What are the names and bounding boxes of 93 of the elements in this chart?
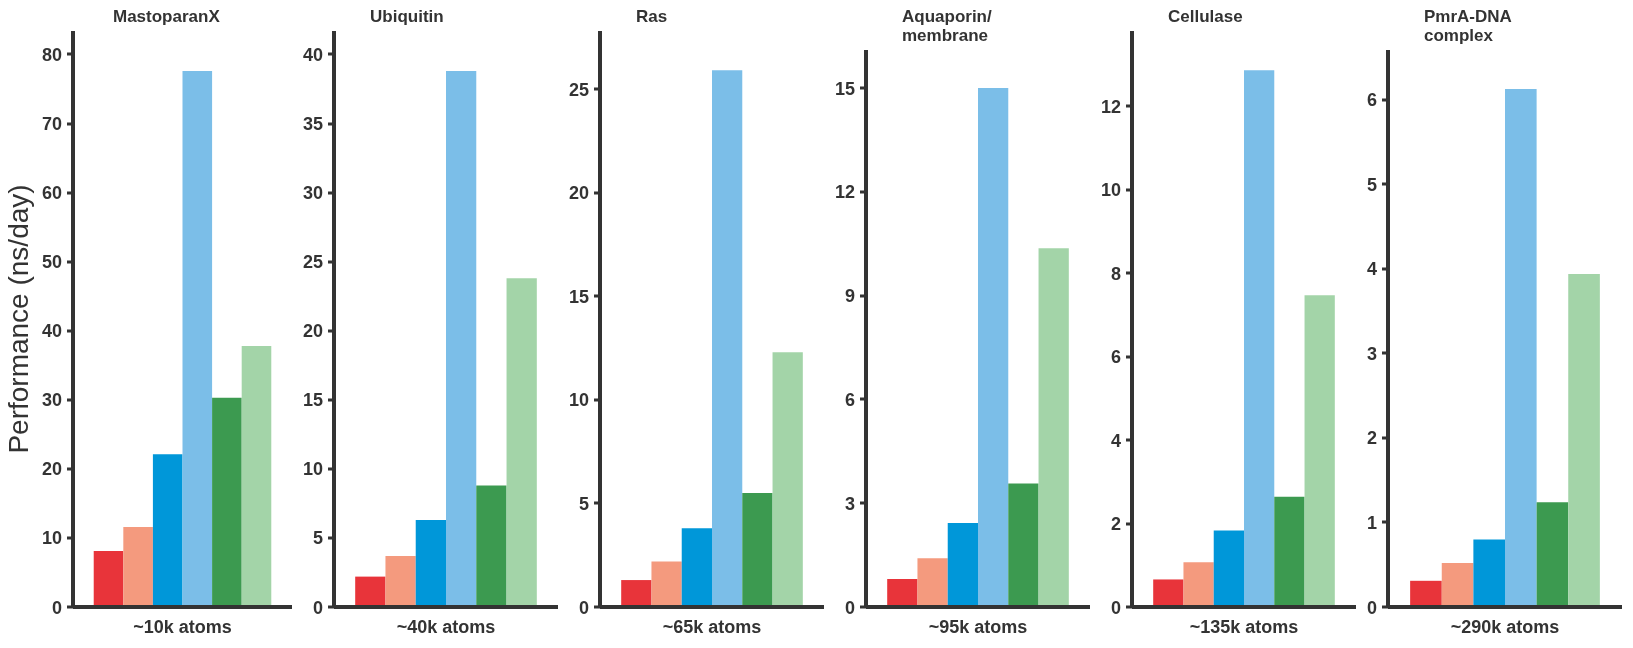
y-tick-label: 12 xyxy=(1100,96,1122,117)
bar xyxy=(772,352,803,607)
chart-title: PmrA-DNA complex xyxy=(1424,7,1512,45)
bar xyxy=(978,88,1009,607)
bar xyxy=(506,278,537,607)
y-tick-label: 15 xyxy=(302,390,324,411)
y-tick-label: 15 xyxy=(834,78,856,99)
y-tick-label: 3 xyxy=(1366,343,1377,364)
bar xyxy=(1038,248,1069,607)
y-tick-label: 5 xyxy=(1366,174,1377,195)
x-axis-title: ~65k atoms xyxy=(662,617,762,637)
bar xyxy=(1244,70,1275,607)
chart-title: Ubiquitin xyxy=(370,7,444,26)
bar xyxy=(742,493,773,607)
y-tick-label: 40 xyxy=(41,321,63,342)
bar xyxy=(651,561,682,607)
bar xyxy=(1473,539,1505,607)
bar xyxy=(947,522,978,607)
chart-title: Ras xyxy=(636,7,668,26)
bar xyxy=(1410,580,1442,607)
x-axis-title: ~10k atoms xyxy=(133,617,232,637)
y-tick-label: 20 xyxy=(302,321,324,342)
y-tick-label: 10 xyxy=(41,528,63,549)
bar xyxy=(446,71,477,607)
bar xyxy=(476,485,507,607)
y-tick-label: 2 xyxy=(1110,514,1121,535)
y-tick-label: 1 xyxy=(1366,512,1377,533)
y-tick-label: 40 xyxy=(302,44,324,65)
y-tick-label: 0 xyxy=(1110,597,1121,618)
bar xyxy=(152,454,183,607)
y-tick-label: 25 xyxy=(568,79,590,100)
bar xyxy=(1153,579,1184,607)
chart-title: Aquaporin/ membrane xyxy=(902,7,992,45)
bar xyxy=(1441,563,1474,607)
y-tick-label: 0 xyxy=(844,597,855,618)
y-tick-label: 9 xyxy=(844,286,855,307)
bar xyxy=(1008,483,1039,607)
y-tick-label: 5 xyxy=(578,493,589,514)
chart-title: MastoparanX xyxy=(113,7,221,26)
bar xyxy=(1304,295,1335,607)
y-axis-title: Performance (ns/day) xyxy=(2,184,34,454)
y-tick-label: 3 xyxy=(844,493,855,514)
y-tick-label: 50 xyxy=(41,252,63,273)
y-tick-label: 4 xyxy=(1366,259,1377,280)
bar xyxy=(182,71,213,607)
bar xyxy=(212,397,242,607)
bar xyxy=(1274,496,1305,607)
y-tick-label: 10 xyxy=(1100,180,1122,201)
bar xyxy=(1213,530,1244,607)
bar xyxy=(1183,562,1214,607)
x-axis-title: ~290k atoms xyxy=(1450,617,1560,637)
y-tick-label: 12 xyxy=(834,182,856,203)
bar xyxy=(1568,273,1600,607)
y-tick-label: 10 xyxy=(302,459,324,480)
bar xyxy=(917,558,948,607)
y-tick-label: 80 xyxy=(41,44,63,65)
y-tick-label: 6 xyxy=(1110,347,1121,368)
y-tick-label: 0 xyxy=(312,597,323,618)
y-tick-label: 4 xyxy=(1110,430,1121,451)
y-tick-label: 6 xyxy=(1366,90,1377,111)
y-tick-label: 2 xyxy=(1366,428,1377,449)
y-tick-label: 0 xyxy=(1366,597,1377,618)
bar xyxy=(241,345,272,607)
x-axis-title: ~95k atoms xyxy=(928,617,1028,637)
y-tick-label: 20 xyxy=(41,459,63,480)
bar xyxy=(355,576,386,607)
x-axis-title: ~135k atoms xyxy=(1189,617,1299,637)
bar xyxy=(1505,88,1537,607)
bar xyxy=(887,578,918,607)
bar xyxy=(712,70,743,607)
y-tick-label: 15 xyxy=(568,286,590,307)
bar xyxy=(621,580,652,607)
y-tick-label: 0 xyxy=(51,597,62,618)
y-tick-label: 5 xyxy=(312,528,323,549)
bar xyxy=(123,526,153,607)
y-tick-label: 60 xyxy=(41,183,63,204)
y-tick-label: 20 xyxy=(568,183,590,204)
chart-title: Cellulase xyxy=(1168,7,1243,26)
bar xyxy=(681,528,712,607)
y-tick-label: 30 xyxy=(41,390,63,411)
y-tick-label: 10 xyxy=(568,390,590,411)
y-tick-label: 30 xyxy=(302,183,324,204)
bar xyxy=(1536,502,1569,607)
y-tick-label: 25 xyxy=(302,252,324,273)
bar xyxy=(415,519,446,607)
bar xyxy=(93,551,124,607)
bar xyxy=(385,555,416,607)
y-tick-label: 70 xyxy=(41,114,63,135)
y-tick-label: 8 xyxy=(1110,263,1121,284)
y-tick-label: 0 xyxy=(578,597,589,618)
y-tick-label: 6 xyxy=(844,389,855,410)
x-axis-title: ~40k atoms xyxy=(396,617,496,637)
y-tick-label: 35 xyxy=(302,114,324,135)
